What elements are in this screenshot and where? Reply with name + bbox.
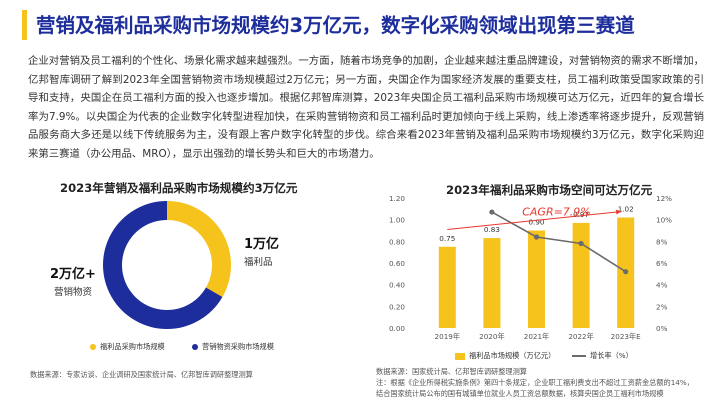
y2-tick-label: 6% [656, 259, 668, 268]
x-tick-label: 2021年 [524, 332, 549, 341]
x-tick-label: 2023年E [611, 332, 641, 341]
right-source-3: 结合国家统计局公布的国有城镇单位就业人员工资总额数据，核算央国企员工福利市场规模 [376, 389, 664, 398]
intro-paragraph: 企业对营销及员工福利的个性化、场景化需求越来越强烈。一方面，随着市场竞争的加剧，… [28, 55, 704, 160]
welfare-name-label: 福利品 [244, 257, 273, 268]
bar [483, 238, 501, 328]
y2-tick-label: 2% [656, 302, 668, 311]
right-source-2: 注：根据《企业所得税实施条例》第四十条规定，企业职工福利费支出不超过工资薪金总额… [376, 378, 694, 387]
x-tick-label: 2022年 [568, 332, 593, 341]
growth-point [533, 234, 540, 240]
bar [438, 246, 456, 328]
welfare-value-label: 1万亿 [244, 237, 280, 252]
y-tick-label: 0.00 [389, 324, 405, 333]
growth-point [623, 269, 629, 275]
y-tick-label: 0.20 [389, 302, 405, 311]
y-tick-label: 0.80 [389, 237, 405, 246]
y-tick-label: 1.20 [389, 194, 405, 203]
legend-swatch-bar [455, 352, 465, 360]
y-tick-label: 0.40 [389, 281, 405, 290]
growth-point [489, 209, 495, 215]
bar [572, 222, 590, 328]
legend-dot-blue [192, 344, 198, 350]
y2-tick-label: 12% [656, 194, 672, 203]
donut-slice-marketing [102, 201, 223, 329]
growth-line [491, 211, 627, 273]
marketing-value-label: 2万亿+ [50, 267, 96, 282]
bar-value-label: 0.90 [528, 218, 544, 227]
bar [528, 230, 545, 328]
legend-welfare: 福利品采购市场规模 [90, 342, 165, 352]
marketing-name-label: 营销物资 [54, 287, 93, 298]
left-chart-title: 2023年营销及福利品采购市场规模约3万亿元 [60, 181, 298, 195]
y-tick-label: 0.60 [389, 259, 405, 268]
page-title: 营销及福利品采购市场规模约3万亿元，数字化采购领域出现第三赛道 [36, 14, 635, 37]
right-chart-title: 2023年福利品采购市场空间可达万亿元 [446, 183, 653, 197]
bar-value-label: 0.75 [439, 234, 455, 243]
bar-value-label: 0.83 [484, 225, 500, 234]
legend-swatch-line [572, 355, 586, 357]
left-source: 数据来源：专家访谈、企业调研及国家统计局、亿邦智库调研整理测算 [30, 370, 253, 379]
legend-line: 增长率（%） [572, 351, 633, 361]
y2-tick-label: 4% [656, 281, 668, 290]
donut-slice-welfare [167, 201, 231, 297]
x-tick-label: 2019年 [435, 332, 460, 341]
bar-line-chart: 0.00 0.20 0.40 0.60 0.80 1.00 1.20 0% 2% 4% 6% 8% 1… [389, 194, 672, 341]
legend-marketing: 营销物资采购市场规模 [192, 342, 274, 352]
cagr-arrowhead [615, 209, 622, 215]
cagr-arrow [447, 211, 622, 230]
y2-tick-label: 0% [656, 324, 668, 333]
cagr-label: CAGR=7.9% [522, 206, 591, 219]
bar-value-label: 1.02 [618, 205, 634, 214]
y-tick-label: 1.00 [389, 216, 405, 225]
bar-value-label: 0.97 [573, 210, 589, 219]
x-tick-label: 2020年 [479, 332, 504, 341]
title-accent-bar [22, 10, 27, 40]
y2-tick-label: 8% [656, 237, 668, 246]
growth-point [578, 240, 584, 247]
legend-dot-yellow [90, 344, 96, 350]
legend-bar: 福利品市场规模（万亿元） [455, 351, 555, 361]
y2-tick-label: 10% [656, 216, 672, 225]
donut-chart [102, 201, 231, 329]
right-source-1: 数据来源：国家统计局、亿邦智库调研整理测算 [376, 367, 527, 376]
